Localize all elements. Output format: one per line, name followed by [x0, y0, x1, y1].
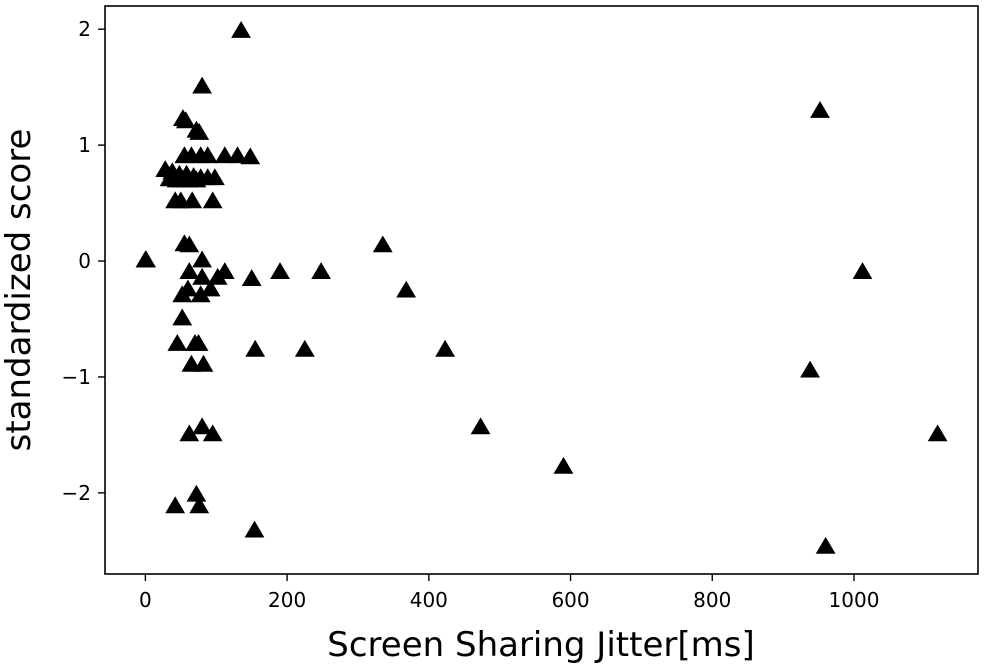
- plot-area-frame: [104, 5, 979, 575]
- data-point-triangle: [179, 424, 200, 442]
- data-point-triangle: [240, 147, 261, 165]
- data-point-triangle: [227, 146, 248, 164]
- data-point-triangle: [186, 170, 207, 188]
- data-point-triangle: [136, 250, 156, 268]
- data-point-triangle: [372, 235, 393, 253]
- y-tick-label: 0: [78, 249, 91, 273]
- data-point-triangle: [175, 111, 196, 129]
- data-point-triangle: [396, 280, 417, 298]
- data-point-triangle: [186, 484, 207, 502]
- data-point-triangle: [214, 146, 235, 164]
- data-point-triangle: [311, 262, 331, 279]
- data-point-triangle: [197, 146, 218, 164]
- data-point-triangle: [172, 308, 193, 326]
- data-point-triangle: [202, 424, 223, 442]
- data-point-triangle: [200, 279, 221, 297]
- data-point-triangle: [179, 235, 200, 253]
- data-point-triangle: [244, 520, 265, 538]
- data-point-triangle: [927, 424, 948, 442]
- data-point-triangle: [435, 339, 456, 357]
- data-point-triangle: [294, 339, 315, 357]
- data-point-triangle: [190, 285, 211, 303]
- x-tick-label: 400: [410, 588, 448, 612]
- data-point-triangle: [815, 536, 836, 554]
- x-tick-label: 800: [693, 588, 731, 612]
- data-point-triangle: [553, 456, 574, 474]
- data-point-triangle: [245, 339, 266, 357]
- y-tick-label: 1: [78, 133, 91, 157]
- y-tick-label: −2: [62, 481, 91, 505]
- data-point-triangle: [189, 496, 210, 514]
- x-axis-title: Screen Sharing Jitter[ms]: [327, 625, 754, 665]
- data-point-triangle: [179, 262, 200, 279]
- y-tick-label: 2: [78, 17, 91, 41]
- x-tick-label: 1000: [829, 588, 880, 612]
- data-point-triangle: [192, 267, 212, 285]
- data-point-triangle: [192, 417, 212, 435]
- data-point-triangle: [204, 168, 225, 186]
- data-point-triangle: [165, 496, 186, 514]
- x-tick-label: 0: [139, 588, 152, 612]
- data-point-triangle: [167, 334, 188, 351]
- x-tick-label: 200: [268, 588, 306, 612]
- data-point-triangle: [182, 191, 203, 209]
- data-point-triangle: [241, 269, 262, 286]
- y-tick-label: −1: [62, 365, 91, 389]
- data-point-triangle: [810, 101, 830, 118]
- data-point-triangle: [181, 354, 202, 372]
- data-point-triangle: [189, 123, 210, 140]
- data-point-triangle: [192, 76, 212, 94]
- data-points: [135, 21, 948, 554]
- data-point-triangle: [470, 417, 491, 435]
- data-point-triangle: [270, 262, 290, 279]
- data-point-triangle: [172, 285, 193, 303]
- data-point-triangle: [202, 191, 223, 209]
- data-point-triangle: [800, 360, 820, 378]
- data-point-triangle: [207, 267, 228, 285]
- data-point-triangle: [231, 21, 251, 38]
- data-point-triangle: [192, 250, 212, 268]
- data-point-triangle: [188, 334, 209, 351]
- data-point-triangle: [852, 262, 873, 279]
- axis-ticks: 0 200 400 600 800 1000 −2 −1 0 1 2: [62, 17, 880, 612]
- x-tick-label: 600: [551, 588, 589, 612]
- y-axis-title: standardized score: [0, 129, 39, 452]
- data-point-triangle: [193, 354, 214, 372]
